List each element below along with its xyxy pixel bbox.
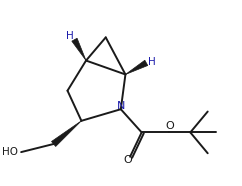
Text: O: O <box>123 155 132 165</box>
Polygon shape <box>125 60 148 74</box>
Text: H: H <box>66 31 74 41</box>
Text: HO: HO <box>2 147 18 157</box>
Text: O: O <box>165 121 174 131</box>
Text: H: H <box>148 57 155 67</box>
Text: N: N <box>117 101 125 111</box>
Polygon shape <box>72 38 86 61</box>
Polygon shape <box>52 121 81 146</box>
